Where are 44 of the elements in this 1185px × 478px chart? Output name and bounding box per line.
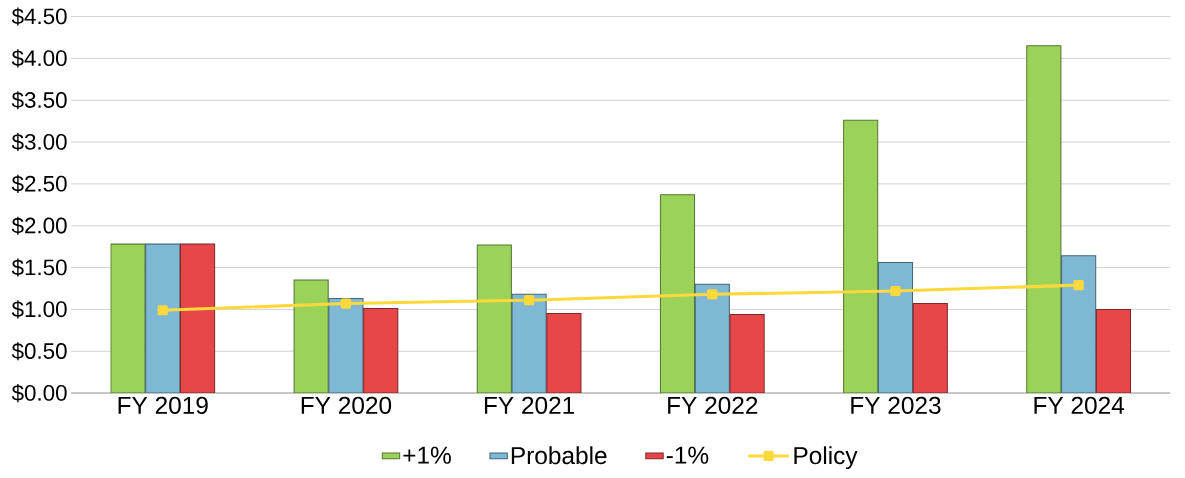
x-tick-label: FY 2020: [301, 396, 392, 415]
legend-label: Probable: [511, 446, 607, 465]
point: [707, 289, 718, 300]
y-tick-label: $2.00: [11, 216, 67, 235]
point: [157, 305, 168, 316]
bar: [180, 243, 216, 394]
y-tick-label: $1.50: [11, 258, 67, 277]
point: [890, 286, 901, 297]
bar: [1026, 45, 1062, 394]
point: [1073, 280, 1084, 291]
bar: [659, 194, 696, 394]
bar: [476, 244, 512, 394]
x-tick-label: FY 2021: [484, 396, 575, 415]
x-tick-label: FY 2024: [1034, 396, 1125, 415]
bar: [145, 243, 181, 394]
point: [340, 298, 352, 309]
y-tick-label: $1.00: [11, 300, 67, 319]
legend-label: +1%: [403, 446, 451, 464]
legend-label: Policy: [794, 446, 858, 470]
bar: [511, 293, 547, 394]
bar: [293, 279, 329, 394]
y-tick-label: $4.50: [11, 7, 67, 26]
bar: [877, 262, 914, 394]
bar: [694, 283, 730, 394]
y-tick-label: $4.00: [11, 49, 67, 68]
bar: [729, 314, 765, 394]
x-tick-label: FY 2019: [118, 396, 208, 415]
legend-label: -1%: [666, 446, 709, 464]
bar: [912, 303, 948, 394]
bar: [546, 313, 582, 394]
bar: [1061, 255, 1097, 394]
x-tick-label: FY 2022: [668, 396, 758, 415]
y-tick-label: $0.00: [11, 384, 67, 403]
bar: [328, 298, 364, 394]
y-tick-label: $0.50: [11, 342, 67, 361]
bar: [843, 119, 879, 394]
point: [524, 295, 535, 306]
y-tick-label: $3.50: [11, 91, 67, 110]
bar: [363, 308, 399, 394]
bar: [110, 243, 146, 394]
bar: [1095, 309, 1132, 394]
y-tick-label: $3.00: [11, 133, 67, 152]
y-tick-label: $2.50: [11, 174, 67, 194]
x-tick-label: FY 2023: [851, 396, 941, 415]
